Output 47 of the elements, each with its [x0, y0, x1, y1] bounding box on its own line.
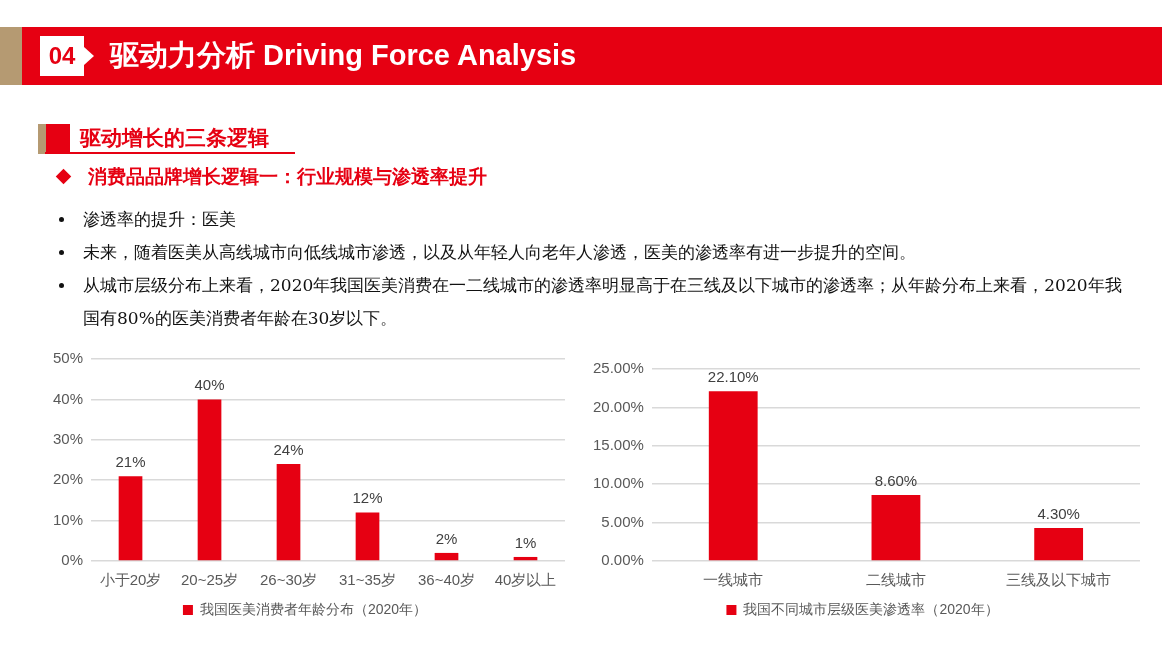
data-label: 40%: [194, 376, 225, 394]
x-tick-label: 20~25岁: [180, 571, 239, 589]
data-label: 4.30%: [1037, 504, 1080, 522]
x-tick-label: 31~35岁: [338, 571, 397, 589]
bar: [871, 494, 921, 561]
y-tick-label: 0.00%: [601, 551, 644, 569]
bar: [434, 552, 459, 561]
chart-title: 驱动力分析 Driving Force Analysis: [110, 38, 577, 73]
text: 04: [40, 36, 84, 76]
data-label: 2%: [435, 529, 458, 547]
bar: [118, 476, 143, 561]
legend-label: 我国医美消费者年龄分布（2020年）: [199, 600, 428, 617]
y-tick-label: 10.00%: [593, 474, 644, 492]
data-label: 8.60%: [874, 471, 918, 489]
bar: [1034, 527, 1084, 561]
y-tick-label: 20%: [52, 470, 84, 488]
x-tick-label: 二线城市: [865, 571, 926, 589]
data-label: 22.10%: [707, 367, 759, 385]
y-tick-label: 50%: [52, 349, 84, 367]
data-label: 1%: [514, 533, 537, 551]
data-label: 24%: [273, 440, 304, 458]
text: 从城市层级分布上来看，2020年我国医美消费在一二线城市的渗透率明显高于在三线及以下城市的渗透率；从年龄分布上来看，2020年我国有80%的医美消费者年龄在30岁以下。: [83, 274, 1123, 330]
y-tick-label: 25.00%: [593, 359, 644, 377]
x-tick-label: 40岁以上: [494, 571, 557, 589]
x-tick-label: 一线城市: [703, 571, 764, 589]
bar: [276, 464, 301, 561]
text: 消费品品牌增长逻辑一：行业规模与渗透率提升: [88, 164, 487, 189]
x-tick-label: 小于20岁: [99, 571, 162, 589]
y-tick-label: 5.00%: [601, 512, 644, 530]
text: 渗透率的提升：医美: [83, 208, 237, 231]
text: 未来，随着医美从高线城市向低线城市渗透，以及从年轻人向老年人渗透，医美的渗透率有进一步提升的空间。: [83, 241, 917, 264]
bar: [355, 512, 380, 561]
y-tick-label: 40%: [52, 389, 84, 407]
x-tick-label: 26~30岁: [259, 571, 318, 589]
data-label: 12%: [352, 489, 383, 507]
legend-label: 我国不同城市层级医美渗透率（2020年）: [743, 600, 999, 617]
y-tick-label: 30%: [52, 429, 84, 447]
y-tick-label: 10%: [52, 510, 84, 528]
y-tick-label: 15.00%: [593, 435, 644, 453]
y-tick-label: 20.00%: [593, 397, 644, 415]
text: 驱动增长的三条逻辑: [80, 125, 269, 151]
bar: [708, 391, 758, 561]
x-tick-label: 36~40岁: [417, 571, 476, 589]
x-tick-label: 三线及以下城市: [1006, 571, 1112, 589]
y-tick-label: 0%: [61, 551, 84, 569]
data-label: 21%: [115, 452, 146, 470]
bar: [197, 399, 222, 561]
